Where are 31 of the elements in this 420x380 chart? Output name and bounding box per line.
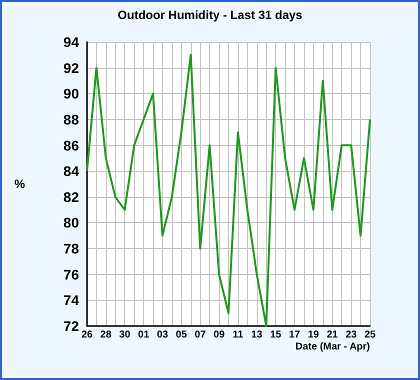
x-tick-label: 13 <box>251 330 263 340</box>
x-tick-label: 07 <box>194 330 206 340</box>
x-tick-label: 17 <box>288 330 301 340</box>
y-tick-label: 82 <box>63 188 80 205</box>
y-tick-label: 84 <box>63 163 80 180</box>
x-tick-label: 09 <box>214 330 226 340</box>
x-tick-label: 19 <box>308 330 320 340</box>
y-axis-title: % <box>14 177 26 191</box>
y-tick-label: 94 <box>63 34 80 50</box>
x-tick-label: 26 <box>81 330 93 340</box>
x-tick-label: 30 <box>119 330 131 340</box>
y-tick-label: 78 <box>63 240 80 257</box>
y-tick-label: 74 <box>63 292 80 308</box>
x-tick-label: 01 <box>138 330 150 340</box>
x-tick-label: 21 <box>326 330 338 340</box>
y-tick-label: 92 <box>63 60 80 76</box>
x-axis-title: Date (Mar - Apr) <box>295 342 370 352</box>
x-tick-label: 03 <box>156 330 168 340</box>
x-tick-label: 23 <box>346 330 358 340</box>
x-tick-label: 11 <box>232 330 244 340</box>
y-tick-label: 90 <box>63 86 80 102</box>
x-tick-label: 25 <box>364 330 376 340</box>
x-tick-label: 15 <box>270 330 282 340</box>
x-tick-label: 28 <box>100 330 112 340</box>
y-tick-label: 76 <box>63 266 80 282</box>
chart-title: Outdoor Humidity - Last 31 days <box>118 8 303 22</box>
x-tick-label: 05 <box>176 330 188 340</box>
y-tick-label: 80 <box>63 214 80 231</box>
y-tick-label: 72 <box>63 318 80 334</box>
y-tick-label: 88 <box>63 111 80 128</box>
y-tick-label: 86 <box>63 137 80 154</box>
